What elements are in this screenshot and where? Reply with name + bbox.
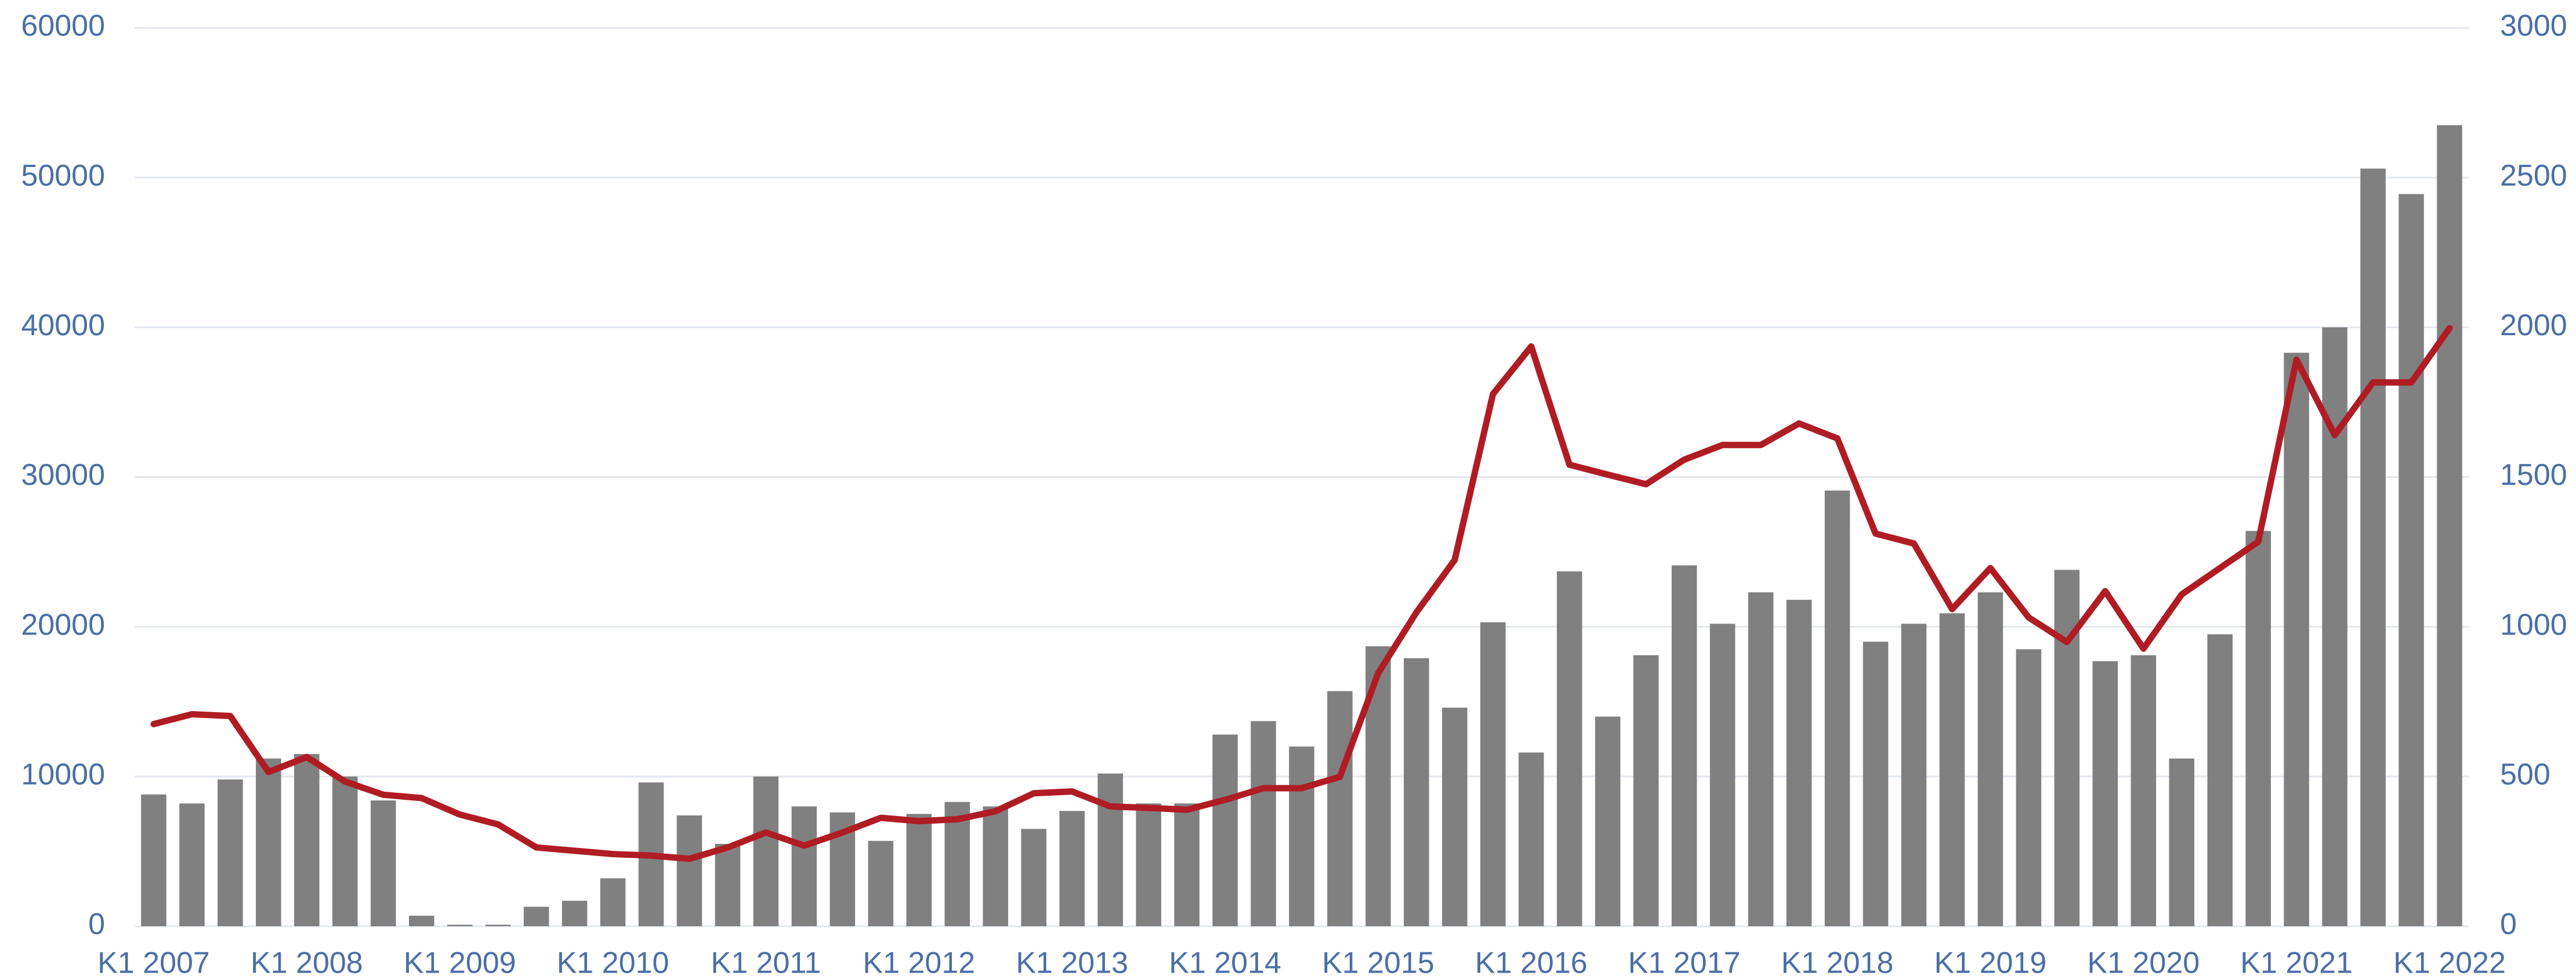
bar xyxy=(1289,746,1314,926)
x-tick-label: K1 2021 xyxy=(2240,947,2353,979)
bar xyxy=(2360,168,2386,927)
bar xyxy=(485,924,511,926)
bar xyxy=(1671,565,1697,926)
x-tick-label: K1 2017 xyxy=(1628,947,1741,979)
x-tick-label: K1 2016 xyxy=(1475,947,1588,979)
bar xyxy=(179,803,205,926)
bar xyxy=(791,806,817,926)
bar xyxy=(1901,623,1927,926)
x-tick-label: K1 2018 xyxy=(1781,947,1894,979)
bar xyxy=(2245,531,2271,926)
bar xyxy=(1557,571,1582,926)
bar xyxy=(218,779,243,926)
bar xyxy=(294,754,320,926)
y-tick-label: 50000 xyxy=(21,159,105,193)
x-tick-label: K1 2008 xyxy=(251,947,363,979)
bar xyxy=(2054,570,2080,926)
bar xyxy=(1059,811,1085,926)
bar xyxy=(2207,634,2233,926)
x-tick-label: K1 2020 xyxy=(2087,947,2200,979)
x-tick-label: K1 2019 xyxy=(1934,947,2047,979)
bar xyxy=(2169,758,2195,926)
y2-tick-label: 0 xyxy=(2500,908,2517,941)
bar xyxy=(1824,490,1850,926)
bar xyxy=(1442,708,1468,926)
bar xyxy=(1595,716,1621,926)
bar xyxy=(1786,600,1812,926)
bar xyxy=(753,776,779,926)
x-tick-label: K1 2015 xyxy=(1322,947,1434,979)
bar xyxy=(371,800,396,926)
bar xyxy=(868,840,894,926)
bar xyxy=(1212,734,1238,926)
bar xyxy=(561,901,588,926)
x-tick-label: K1 2012 xyxy=(863,947,975,979)
y2-tick-label: 2500 xyxy=(2500,159,2567,193)
bar xyxy=(676,815,702,926)
bar xyxy=(983,806,1009,926)
x-tick-label: K1 2009 xyxy=(404,947,516,979)
bar xyxy=(1939,613,1965,926)
bar xyxy=(1404,658,1429,926)
bar xyxy=(2284,353,2309,926)
bar xyxy=(141,794,166,926)
bar xyxy=(1748,592,1774,926)
bar xyxy=(332,776,358,926)
bar xyxy=(2131,655,2157,926)
bar xyxy=(1709,623,1736,926)
y2-tick-label: 3000 xyxy=(2500,9,2567,43)
bar xyxy=(1977,592,2003,926)
bar xyxy=(2437,125,2462,926)
bar xyxy=(2092,661,2118,926)
bar xyxy=(2016,649,2042,926)
bar xyxy=(256,758,281,926)
y-tick-label: 0 xyxy=(88,908,105,941)
line xyxy=(150,325,2453,862)
bar xyxy=(447,924,473,926)
bar xyxy=(1863,641,1889,926)
y-tick-label: 20000 xyxy=(21,608,105,641)
bar xyxy=(1174,803,1200,926)
y-tick-label: 30000 xyxy=(21,458,105,492)
bar xyxy=(1480,622,1506,926)
bar xyxy=(906,814,932,926)
x-tick-label: K1 2013 xyxy=(1016,947,1128,979)
bar xyxy=(1519,752,1544,926)
bar xyxy=(1021,829,1046,926)
bar xyxy=(1633,655,1659,926)
bar xyxy=(523,907,549,926)
bar xyxy=(1136,803,1161,926)
y2-tick-label: 1000 xyxy=(2500,608,2567,641)
x-tick-label: K1 2011 xyxy=(711,947,821,979)
x-tick-label: K1 2014 xyxy=(1169,947,1281,979)
bar xyxy=(1251,721,1276,926)
y2-tick-label: 1500 xyxy=(2500,458,2567,492)
bar xyxy=(408,915,434,926)
y2-tick-label: 500 xyxy=(2500,758,2550,792)
bar xyxy=(1327,691,1353,926)
y-tick-label: 40000 xyxy=(21,309,105,342)
bar xyxy=(1097,773,1123,926)
y2-tick-label: 2000 xyxy=(2500,309,2567,342)
bar xyxy=(715,844,741,926)
x-tick-label: K1 2010 xyxy=(557,947,669,979)
bar xyxy=(2399,194,2424,927)
x-tick-label: K1 2007 xyxy=(97,947,210,979)
x-tick-label: K1 2022 xyxy=(2393,947,2506,979)
y-tick-label: 10000 xyxy=(21,758,105,792)
y-tick-label: 60000 xyxy=(21,9,105,43)
bar xyxy=(600,878,626,926)
